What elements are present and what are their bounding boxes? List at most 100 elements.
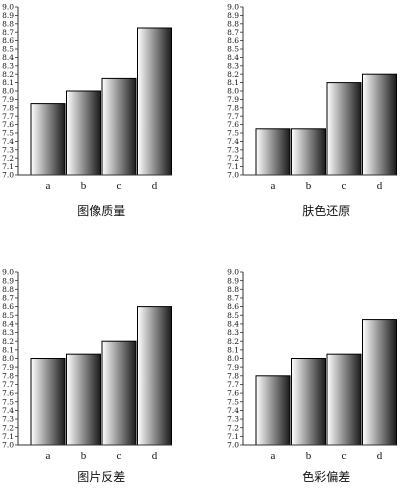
y-tick-label: 8.3 <box>227 328 239 337</box>
y-tick-label: 7.4 <box>227 137 239 146</box>
chart-panel: 7.07.17.27.37.47.57.67.77.87.98.08.18.28… <box>2 3 172 218</box>
y-tick-label: 7.3 <box>227 145 239 154</box>
y-tick-label: 8.6 <box>227 36 239 45</box>
y-tick-label: 7.2 <box>2 423 14 432</box>
y-tick-label: 8.5 <box>227 45 239 54</box>
chart-panel: 7.07.17.27.37.47.57.67.77.87.98.08.18.28… <box>227 268 397 484</box>
x-tick-label: a <box>46 450 51 462</box>
y-tick-label: 7.8 <box>227 371 239 380</box>
y-tick-label: 7.1 <box>2 162 14 171</box>
y-tick-label: 7.5 <box>2 129 14 138</box>
y-tick-label: 7.2 <box>227 423 239 432</box>
chart-title: 图片反差 <box>77 470 125 484</box>
bar <box>101 77 137 176</box>
y-tick-label: 7.7 <box>227 112 239 121</box>
x-tick-label: a <box>271 450 276 462</box>
y-tick-label: 8.2 <box>227 70 239 79</box>
chart-title: 图像质量 <box>77 204 125 218</box>
x-tick-label: d <box>152 450 158 462</box>
y-tick-label: 7.2 <box>2 154 14 163</box>
y-tick-label: 8.3 <box>2 328 14 337</box>
x-tick-label: c <box>342 450 347 462</box>
y-tick-label: 8.7 <box>227 294 239 303</box>
x-tick-label: c <box>342 180 347 192</box>
y-tick-label: 8.6 <box>2 36 14 45</box>
y-tick-label: 7.1 <box>227 162 239 171</box>
bar <box>255 375 291 446</box>
y-tick-label: 8.6 <box>2 302 14 311</box>
bar <box>326 353 362 446</box>
x-tick-label: d <box>152 180 158 192</box>
y-tick-label: 8.9 <box>2 11 14 20</box>
y-tick-label: 8.1 <box>227 78 239 87</box>
y-tick-label: 7.7 <box>227 380 239 389</box>
y-tick-label: 7.3 <box>2 415 14 424</box>
y-tick-label: 7.5 <box>227 129 239 138</box>
x-tick-label: d <box>377 450 383 462</box>
y-tick-label: 7.4 <box>2 406 14 415</box>
y-tick-label: 7.6 <box>2 389 14 398</box>
y-tick-label: 8.4 <box>227 320 239 329</box>
bar <box>66 90 101 176</box>
y-tick-label: 7.7 <box>2 112 14 121</box>
y-tick-label: 7.9 <box>2 95 14 104</box>
y-tick-label: 8.8 <box>227 285 239 294</box>
chart-title: 色彩偏差 <box>302 469 350 484</box>
x-tick-label: a <box>271 180 276 192</box>
bar <box>137 306 172 446</box>
bar <box>101 340 137 446</box>
y-tick-label: 9.0 <box>227 268 239 277</box>
y-tick-label: 7.1 <box>227 432 239 441</box>
x-tick-label: b <box>81 450 87 462</box>
y-tick-label: 7.3 <box>2 145 14 154</box>
y-tick-label: 7.8 <box>227 103 239 112</box>
chart-title: 肤色还原 <box>302 203 350 218</box>
y-tick-label: 7.4 <box>2 137 14 146</box>
y-tick-label: 7.7 <box>2 380 14 389</box>
y-tick-label: 8.5 <box>2 45 14 54</box>
y-tick-label: 7.8 <box>2 371 14 380</box>
y-tick-label: 7.0 <box>2 441 14 450</box>
y-tick-label: 8.9 <box>227 11 239 20</box>
x-tick-label: c <box>117 450 122 462</box>
y-tick-label: 7.9 <box>227 95 239 104</box>
bar <box>291 358 326 446</box>
y-tick-label: 8.3 <box>227 61 239 70</box>
y-tick-label: 7.6 <box>2 120 14 129</box>
y-tick-label: 7.0 <box>227 441 239 450</box>
y-tick-label: 8.8 <box>2 285 14 294</box>
y-tick-label: 7.6 <box>227 389 239 398</box>
y-tick-label: 8.9 <box>227 276 239 285</box>
y-tick-label: 8.5 <box>227 311 239 320</box>
y-tick-label: 7.1 <box>2 432 14 441</box>
y-tick-label: 8.4 <box>2 53 14 62</box>
y-tick-label: 8.0 <box>227 87 239 96</box>
y-tick-label: 8.4 <box>2 320 14 329</box>
y-tick-label: 7.4 <box>227 406 239 415</box>
bar <box>66 353 101 446</box>
y-tick-label: 7.9 <box>227 363 239 372</box>
y-tick-label: 8.2 <box>2 337 14 346</box>
y-tick-label: 8.1 <box>2 78 14 87</box>
x-tick-label: d <box>377 180 383 192</box>
bar <box>137 27 172 176</box>
y-tick-label: 8.3 <box>2 61 14 70</box>
chart-panel: 7.07.17.27.37.47.57.67.77.87.98.08.18.28… <box>2 268 172 484</box>
x-tick-label: a <box>46 180 51 192</box>
bar <box>30 103 66 176</box>
y-tick-label: 8.7 <box>2 294 14 303</box>
y-tick-label: 7.8 <box>2 103 14 112</box>
y-tick-label: 8.0 <box>2 87 14 96</box>
bar <box>362 73 397 176</box>
y-tick-label: 8.8 <box>227 19 239 28</box>
y-tick-label: 8.4 <box>227 53 239 62</box>
y-tick-label: 8.2 <box>2 70 14 79</box>
bar <box>30 358 66 446</box>
y-tick-label: 7.5 <box>227 397 239 406</box>
y-tick-label: 8.9 <box>2 276 14 285</box>
y-tick-label: 9.0 <box>227 3 239 12</box>
y-tick-label: 8.8 <box>2 19 14 28</box>
y-tick-label: 8.2 <box>227 337 239 346</box>
y-tick-label: 7.5 <box>2 397 14 406</box>
